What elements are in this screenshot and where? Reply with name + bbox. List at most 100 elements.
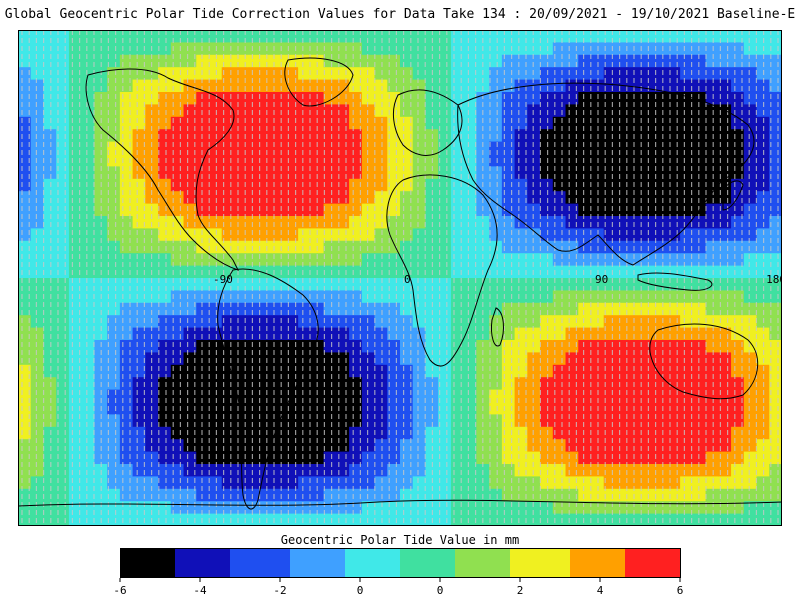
field-cell	[629, 513, 643, 526]
field-cell	[629, 439, 643, 453]
field-cell	[641, 501, 656, 515]
field-cell	[718, 327, 732, 341]
colorbar-swatch	[185, 548, 191, 578]
field-cell	[514, 240, 528, 254]
field-cell	[476, 191, 490, 205]
field-cell	[667, 54, 681, 68]
field-cell	[30, 464, 45, 477]
field-cell	[196, 302, 210, 316]
field-cell	[489, 426, 503, 440]
field-cell	[68, 228, 83, 242]
colorbar-swatch	[335, 548, 341, 578]
field-cell	[221, 302, 236, 316]
field-cell	[310, 30, 325, 43]
field-cell	[527, 315, 541, 329]
field-cell	[463, 240, 477, 254]
field-cell	[68, 116, 83, 130]
field-cell	[221, 265, 236, 279]
field-cell	[221, 178, 236, 192]
field-cell	[81, 42, 95, 56]
field-cell	[158, 315, 172, 329]
field-cell	[107, 327, 121, 341]
field-cell	[654, 315, 668, 329]
field-cell	[540, 253, 554, 267]
field-cell	[718, 216, 732, 229]
field-cell	[323, 513, 337, 526]
field-cell	[578, 327, 592, 341]
field-cell	[578, 290, 592, 304]
field-cell	[209, 54, 223, 68]
field-cell	[514, 426, 528, 440]
field-cell	[654, 104, 668, 118]
field-cell	[616, 290, 630, 304]
field-cell	[43, 265, 57, 279]
field-cell	[183, 439, 197, 453]
field-cell	[361, 464, 376, 477]
field-cell	[718, 302, 732, 316]
field-cell	[247, 488, 261, 502]
field-cell	[298, 414, 312, 428]
field-cell	[514, 464, 528, 477]
field-cell	[705, 104, 719, 118]
field-cell	[629, 488, 643, 502]
field-cell	[769, 116, 782, 130]
field-cell	[412, 290, 427, 304]
field-cell	[119, 315, 134, 329]
field-cell	[705, 54, 719, 68]
field-cell	[247, 116, 261, 130]
field-cell	[527, 191, 541, 205]
field-cell	[743, 476, 758, 490]
field-cell	[705, 464, 719, 477]
field-cell	[552, 501, 567, 515]
field-cell	[591, 302, 605, 316]
field-cell	[527, 488, 541, 502]
field-cell	[743, 402, 758, 415]
field-cell	[183, 488, 197, 502]
field-cell	[336, 265, 350, 279]
field-cell	[374, 104, 388, 118]
field-cell	[361, 352, 376, 366]
field-cell	[285, 352, 299, 366]
field-cell	[540, 340, 554, 353]
field-cell	[298, 141, 312, 155]
field-cell	[654, 402, 668, 415]
field-cell	[527, 166, 541, 180]
field-cell	[412, 377, 427, 391]
colorbar-swatch	[415, 548, 421, 578]
field-cell	[603, 488, 618, 502]
field-cell	[323, 364, 337, 378]
field-cell	[718, 228, 732, 242]
colorbar-swatch	[565, 548, 571, 578]
field-cell	[527, 302, 541, 316]
field-cell	[540, 228, 554, 242]
field-cell	[56, 464, 70, 477]
field-cell	[756, 166, 770, 180]
field-cell	[463, 451, 477, 465]
field-cell	[43, 129, 57, 143]
field-cell	[629, 67, 643, 81]
field-cell	[221, 464, 236, 477]
field-cell	[272, 439, 286, 453]
field-cell	[514, 265, 528, 279]
field-cell	[680, 178, 694, 192]
field-cell	[667, 79, 681, 93]
field-cell	[718, 402, 732, 415]
field-cell	[196, 141, 210, 155]
field-cell	[18, 154, 32, 167]
field-cell	[705, 42, 719, 56]
field-cell	[591, 30, 605, 43]
field-cell	[18, 203, 32, 217]
field-cell	[18, 340, 32, 353]
field-cell	[591, 389, 605, 403]
field-cell	[692, 79, 707, 93]
field-cell	[603, 315, 618, 329]
field-cell	[450, 302, 465, 316]
field-cell	[603, 377, 618, 391]
field-cell	[654, 439, 668, 453]
field-cell	[489, 464, 503, 477]
field-cell	[450, 439, 465, 453]
field-cell	[591, 166, 605, 180]
field-cell	[629, 501, 643, 515]
field-cell	[705, 240, 719, 254]
field-cell	[18, 129, 32, 143]
